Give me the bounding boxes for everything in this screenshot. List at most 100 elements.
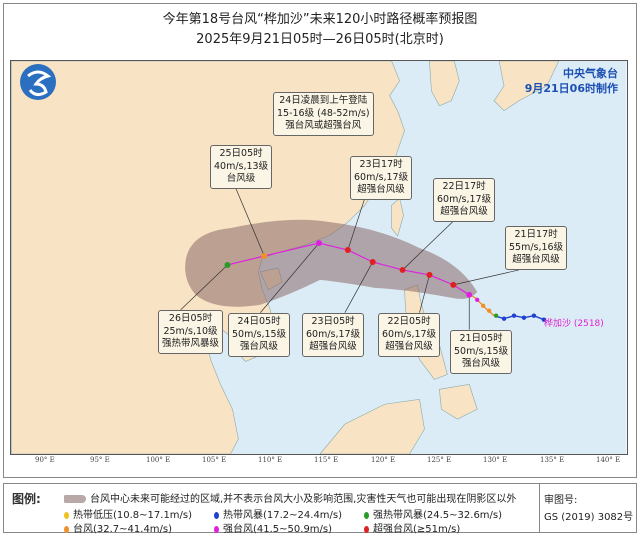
forecast-label-box: 22日17时 60m/s,17级 超强台风级 [433,178,496,222]
forecast-point[interactable] [224,261,231,268]
land-korea [429,61,460,107]
past-track-point [521,315,527,320]
landfall-category: 强台风或超强台风 [285,120,362,131]
leader-line [402,219,455,271]
forecast-label-line3: 超强台风级 [440,206,488,217]
forecast-label-line2: 50m/s,15级 [454,345,509,357]
longitude-label: 140° E [596,456,621,464]
past-track-point [493,313,499,318]
forecast-label-line3: 超强台风级 [357,184,405,195]
legend-item: 台风(32.7~41.4m/s) [64,520,172,535]
forecast-label-line3: 强台风级 [240,341,279,352]
cone-desc: 台风中心未来可能经过的区域,并不表示台风大小及影响范围,灾害性天气也可能出现在阴… [90,494,517,505]
legend-item: 超强台风(≥51m/s) [364,520,460,535]
forecast-label-time: 22日05时 [387,316,431,327]
forecast-label-line2: 60m/s,17级 [382,328,437,340]
forecast-label-box: 23日17时 60m/s,17级 超强台风级 [350,156,413,200]
review-number: 审图号: GS (2019) 3082号 [539,484,637,532]
forecast-label-time: 21日17时 [514,229,558,240]
agency-stamp: 中央气象台 9月21日06时制作 [525,66,618,96]
forecast-point[interactable] [369,258,376,265]
forecast-label-line2: 60m/s,17级 [354,171,409,183]
leader-line [419,274,430,313]
intensity-dot-icon [364,511,369,519]
forecast-label-time: 25日05时 [219,148,263,159]
longitude-label: 135° E [540,456,565,464]
leader-line [453,269,520,286]
past-track-point [480,303,486,308]
leader-line [180,264,228,310]
legend-label: 台风(32.7~41.4m/s) [73,524,173,535]
forecast-label-line2: 25m/s,10级 [163,325,218,337]
issue-time: 9月21日06时制作 [524,82,618,95]
forecast-point[interactable] [316,240,322,247]
forecast-label-line3: 超强台风级 [385,341,433,352]
cone-swatch-icon [64,495,86,503]
forecast-label-line2: 60m/s,17级 [306,328,361,340]
landfall-time: 24日凌晨到上午登陆 [279,95,368,106]
legend: 图例: 台风中心未来可能经过的区域,并不表示台风大小及影响范围,灾害性天气也可能… [3,483,637,535]
longitude-label: 125° E [427,456,452,464]
longitude-label: 90° E [35,456,55,464]
legend-title: 图例: [12,492,41,506]
typhoon-name-label: 桦加沙 (2518) [544,319,604,329]
legend-item: 强台风(41.5~50.9m/s) [214,520,332,535]
intensity-dot-icon [214,525,219,533]
forecast-label-line2: 40m/s,13级 [214,160,269,172]
map-title: 今年第18号台风“桦加沙”未来120小时路径概率预报图 [162,12,478,27]
legend-item: 热带低压(10.8~17.1m/s) [64,506,192,521]
forecast-label-line2: 50m/s,15级 [232,328,287,340]
longitude-label: 120° E [371,456,396,464]
forecast-label-box: 23日05时 60m/s,17级 超强台风级 [302,313,365,357]
longitude-label: 95° E [90,456,110,464]
forecast-label-box: 22日05时 60m/s,17级 超强台风级 [378,313,441,357]
longitude-label: 100° E [146,456,171,464]
agency-name: 中央气象台 [563,67,618,80]
forecast-label-time: 26日05时 [168,313,213,324]
landfall-box: 24日凌晨到上午登陆 15-16级 (48-52m/s) 强台风或超强台风 [273,92,374,136]
intensity-dot-icon [364,525,369,533]
leader-line [344,261,374,313]
longitude-label: 105° E [202,456,227,464]
legend-label: 超强台风(≥51m/s) [373,524,461,535]
forecast-label-time: 23日17时 [359,159,403,170]
forecast-point[interactable] [466,291,473,298]
past-track-point [501,316,507,321]
landfall-intensity: 15-16级 (48-52m/s) [277,107,370,119]
leader-line [235,187,265,257]
review-value: GS (2019) 3082号 [544,512,634,523]
forecast-label-box: 21日17时 55m/s,16级 超强台风级 [505,226,568,270]
forecast-label-line3: 强热带风暴级 [162,338,220,349]
forecast-point[interactable] [450,281,457,288]
map-frame [3,3,637,478]
forecast-label-line2: 60m/s,17级 [437,193,492,205]
longitude-label: 130° E [483,456,508,464]
forecast-point[interactable] [344,247,351,254]
forecast-label-line3: 强台风级 [462,358,501,369]
forecast-point[interactable] [426,271,433,278]
past-track-point [511,313,517,318]
forecast-point[interactable] [261,253,268,259]
forecast-label-line3: 超强台风级 [309,341,357,352]
land-borneo [319,398,425,454]
forecast-label-time: 22日17时 [442,181,486,192]
forecast-label-box: 25日05时 40m/s,13级 台风级 [210,145,273,189]
forecast-label-line3: 超强台风级 [512,254,560,265]
forecast-point[interactable] [399,266,406,273]
intensity-dot-icon [64,511,69,519]
legend-cone: 台风中心未来可能经过的区域,并不表示台风大小及影响范围,灾害性天气也可能出现在阴… [64,490,516,505]
past-track-point [475,297,480,302]
forecast-label-box: 26日05时 25m/s,10级 强热带风暴级 [158,310,224,354]
map-subtitle: 2025年9月21日05时—26日05时(北京时) [196,32,444,47]
land-japan [493,61,560,112]
legend-item: 热带风暴(17.2~24.4m/s) [214,506,342,521]
legend-label: 强台风(41.5~50.9m/s) [223,524,333,535]
longitude-label: 110° E [258,456,283,464]
forecast-label-line2: 55m/s,16级 [509,241,564,253]
forecast-label-time: 21日05时 [459,333,503,344]
legend-item: 强热带风暴(24.5~32.6m/s) [364,506,502,521]
past-track-point [541,317,547,322]
forecast-label-time: 24日05时 [237,316,281,327]
longitude-label: 115° E [314,456,339,464]
intensity-dot-icon [214,511,219,519]
